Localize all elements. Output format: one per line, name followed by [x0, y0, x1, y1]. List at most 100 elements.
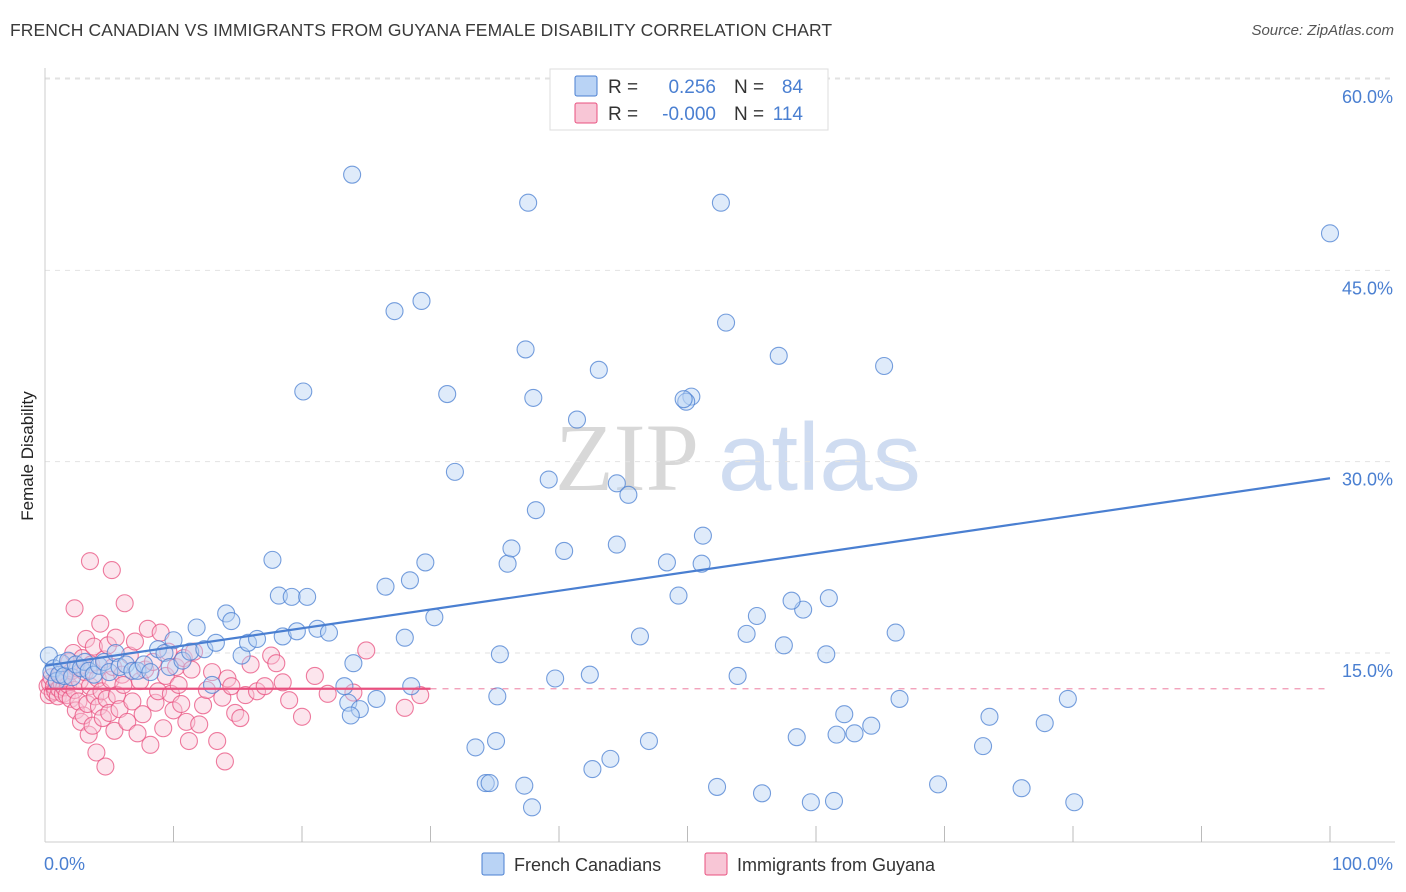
point-french-canadians-52: [376, 577, 395, 596]
legend-r-value-1: 0.256: [668, 77, 716, 98]
point-guyana-30: [77, 629, 96, 649]
point-french-canadians-77: [607, 535, 626, 554]
trend-lines: [44, 477, 1331, 690]
point-french-canadians-112: [343, 165, 362, 184]
point-french-canadians-118: [619, 485, 638, 504]
point-french-canadians-102: [711, 193, 730, 212]
chart-source: Source: ZipAtlas.com: [1251, 22, 1394, 39]
point-french-canadians-68: [546, 669, 565, 688]
point-guyana-70: [146, 693, 165, 712]
point-french-canadians-83: [693, 526, 712, 545]
point-guyana-73: [154, 719, 173, 738]
point-guyana-46: [97, 689, 116, 708]
point-french-canadians-100: [886, 623, 905, 642]
point-french-canadians-127: [1012, 779, 1031, 798]
point-french-canadians-41: [282, 587, 301, 606]
y-tick-label-30: 30.0%: [1342, 470, 1393, 490]
point-guyana-61: [123, 692, 142, 711]
point-french-canadians-70: [567, 410, 587, 429]
point-guyana-74: [156, 666, 175, 686]
point-french-canadians-80: [669, 586, 688, 605]
point-guyana-68: [141, 735, 160, 754]
axes: [44, 68, 1395, 843]
point-guyana-52: [105, 721, 124, 740]
point-guyana-88: [197, 680, 216, 700]
point-french-canadians-78: [630, 627, 650, 646]
y-tick-label-45: 45.0%: [1342, 278, 1393, 298]
series-french-canadians-points: [39, 165, 1340, 817]
point-french-canadians-109: [774, 636, 793, 655]
point-guyana-110: [395, 698, 414, 717]
point-french-canadians-48: [344, 654, 363, 673]
point-french-canadians-57: [402, 677, 421, 696]
point-french-canadians-108: [1035, 714, 1054, 733]
point-french-canadians-72: [526, 501, 545, 520]
point-french-canadians-49: [294, 382, 313, 401]
point-french-canadians-93: [692, 554, 711, 573]
point-guyana-100: [255, 677, 274, 696]
point-french-canadians-31: [195, 640, 214, 659]
point-french-canadians-88: [845, 724, 864, 743]
point-guyana-109: [357, 641, 376, 660]
point-french-canadians-86: [769, 346, 788, 365]
point-guyana-105: [292, 707, 312, 726]
point-guyana-28: [74, 706, 93, 725]
y-axis-label: Female Disability: [18, 391, 37, 521]
legend-n-value-1: 84: [782, 77, 804, 98]
point-french-canadians-16: [100, 663, 119, 682]
point-french-canadians-120: [583, 760, 602, 779]
legend-n-value-2: 114: [773, 104, 804, 125]
point-french-canadians-27: [164, 631, 183, 650]
point-guyana-41: [91, 614, 110, 633]
point-french-canadians-105: [890, 689, 909, 708]
point-guyana-106: [305, 666, 324, 686]
point-french-canadians-94: [708, 777, 727, 796]
legend-n-label-1: N =: [734, 77, 764, 98]
point-french-canadians-43: [287, 622, 306, 641]
point-french-canadians-97: [787, 728, 806, 747]
point-french-canadians-71: [580, 665, 599, 684]
point-french-canadians-92: [657, 553, 676, 572]
chart-title: FRENCH CANADIAN VS IMMIGRANTS FROM GUYAN…: [10, 20, 833, 40]
point-french-canadians-60: [438, 385, 457, 404]
point-french-canadians-62: [476, 774, 495, 793]
point-french-canadians-116: [716, 313, 736, 332]
point-french-canadians-119: [486, 731, 506, 751]
legend-r-value-2: -0.000: [662, 104, 716, 125]
point-guyana-45: [96, 757, 115, 776]
legend-swatch-french-canadians: [574, 75, 598, 97]
point-french-canadians-6: [55, 666, 74, 686]
point-guyana-113: [65, 599, 84, 618]
point-guyana-104: [280, 691, 299, 710]
point-french-canadians-64: [488, 687, 507, 706]
point-french-canadians-122: [752, 784, 772, 803]
point-guyana-90: [208, 731, 227, 751]
point-french-canadians-98: [819, 589, 838, 608]
point-french-canadians-22: [134, 655, 153, 674]
point-french-canadians-35: [222, 612, 241, 631]
point-french-canadians-114: [516, 340, 535, 359]
point-guyana-59: [118, 712, 137, 731]
point-french-canadians-69: [555, 541, 574, 561]
point-french-canadians-106: [973, 737, 993, 756]
point-french-canadians-111: [412, 291, 431, 310]
x-tick-label-max: 100.0%: [1332, 854, 1393, 874]
point-guyana-33: [80, 677, 100, 696]
point-guyana-48: [100, 703, 119, 723]
watermark-atlas: atlas: [718, 404, 921, 511]
point-french-canadians-37: [238, 633, 258, 652]
point-french-canadians-29: [181, 642, 200, 661]
point-french-canadians-103: [817, 645, 836, 664]
point-french-canadians-46: [319, 623, 339, 642]
point-guyana-62: [125, 632, 144, 651]
point-guyana-102: [267, 654, 286, 673]
point-guyana-79: [169, 675, 188, 694]
point-guyana-38: [87, 743, 106, 762]
point-french-canadians-84: [728, 666, 747, 686]
point-french-canadians-76: [607, 474, 626, 493]
legend-r-label-2: R =: [608, 104, 638, 125]
point-french-canadians-20: [123, 661, 142, 680]
point-french-canadians-32: [203, 675, 222, 694]
y-tick-label-60: 60.0%: [1342, 87, 1393, 107]
